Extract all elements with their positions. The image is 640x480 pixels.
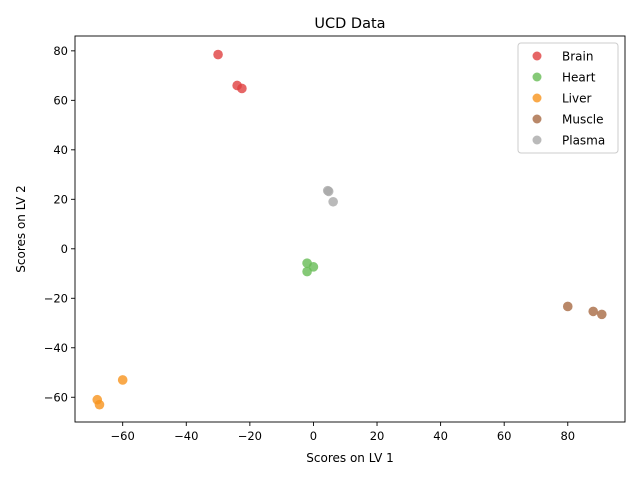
- x-axis-label: Scores on LV 1: [306, 451, 393, 465]
- legend-frame: [517, 42, 619, 154]
- y-tick-label: 20: [53, 192, 68, 206]
- y-tick-label: −40: [44, 341, 68, 355]
- legend-marker-brain: [532, 51, 542, 61]
- y-tick-label: 80: [53, 44, 68, 58]
- data-point-muscle-3: [596, 309, 607, 320]
- y-tick-label: −20: [44, 291, 68, 305]
- y-axis-label: Scores on LV 2: [14, 185, 28, 272]
- y-axis-ticks: −60 −40 −20 0 20 40 60 80: [44, 44, 75, 404]
- legend-marker-plasma: [532, 135, 542, 145]
- x-tick-label: −20: [238, 429, 262, 443]
- x-axis-ticks: −60 −40 −20 0 20 40 60 80: [111, 422, 575, 443]
- plot-points: [92, 49, 607, 410]
- chart-title: UCD Data: [314, 16, 385, 32]
- y-tick-label: 0: [61, 242, 68, 256]
- legend-marker-liver: [532, 93, 542, 103]
- legend-marker-muscle: [532, 114, 542, 124]
- data-point-plasma-3: [328, 196, 338, 207]
- x-tick-label: 80: [560, 429, 575, 443]
- legend-label-liver: Liver: [562, 92, 592, 106]
- data-point-heart-3: [302, 266, 312, 277]
- plot-area-frame: [74, 35, 626, 423]
- legend-label-muscle: Muscle: [562, 113, 604, 127]
- x-tick-label: −40: [174, 429, 198, 443]
- x-tick-label: 60: [497, 429, 512, 443]
- data-point-plasma-2: [323, 186, 334, 197]
- y-tick-label: −60: [44, 390, 68, 404]
- legend: Brain Heart Liver Muscle Plasma: [517, 42, 619, 154]
- data-point-liver-1: [117, 375, 128, 385]
- legend-label-heart: Heart: [562, 71, 596, 85]
- x-tick-label: 20: [370, 429, 385, 443]
- x-tick-label: −60: [111, 429, 135, 443]
- data-point-muscle-1: [562, 301, 573, 312]
- legend-marker-heart: [532, 72, 542, 82]
- x-tick-label: 0: [310, 429, 317, 443]
- legend-label-brain: Brain: [562, 50, 593, 64]
- data-point-liver-3: [94, 399, 105, 410]
- data-point-brain-3: [237, 83, 247, 94]
- data-point-brain-1: [213, 49, 223, 60]
- y-tick-label: 60: [53, 93, 68, 107]
- data-point-muscle-2: [588, 306, 599, 317]
- legend-label-plasma: Plasma: [562, 134, 605, 148]
- y-tick-label: 40: [53, 143, 68, 157]
- x-tick-label: 40: [433, 429, 448, 443]
